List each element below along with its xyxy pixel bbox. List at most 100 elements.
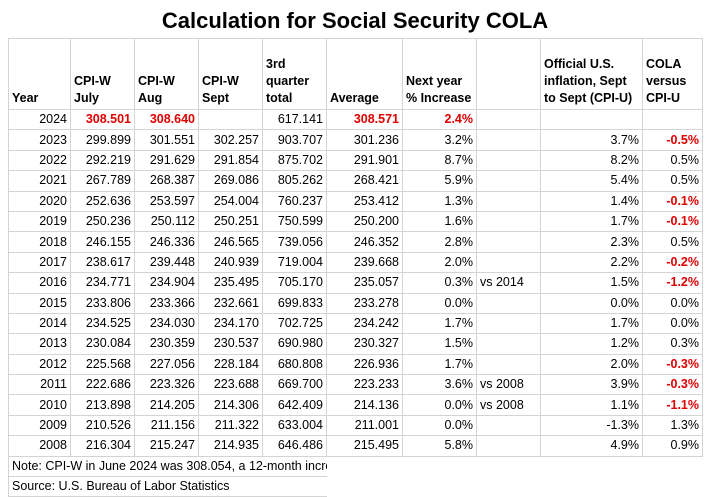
table-row: 2011 222.686 223.326 223.688 669.700 223.233 3… xyxy=(8,374,703,396)
table-cell: 253.597 xyxy=(134,190,199,212)
table-cell: 216.304 xyxy=(70,435,135,457)
table-cell xyxy=(476,129,541,151)
table-cell: 705.170 xyxy=(262,272,327,294)
table-cell: -0.3% xyxy=(642,353,703,376)
table-cell: 234.030 xyxy=(134,312,199,335)
table-cell: 2018 xyxy=(8,231,71,253)
table-cell: 214.136 xyxy=(326,394,403,416)
note-row: Note: CPI-W in June 2024 was 308.054, a … xyxy=(8,455,703,478)
table-row: 2008 216.304 215.247 214.935 646.486 215.495 5… xyxy=(8,435,703,457)
table-cell: 2024 xyxy=(8,108,71,131)
table-cell: 3.9% xyxy=(540,374,643,396)
table-cell: 669.700 xyxy=(262,374,327,396)
table-cell: 5.4% xyxy=(540,170,643,192)
column-header: Year xyxy=(8,38,71,110)
table-cell: 3.2% xyxy=(402,129,477,151)
table-cell: 2.0% xyxy=(540,353,643,376)
table-cell: 230.359 xyxy=(134,333,199,355)
table-cell: 2016 xyxy=(8,272,71,294)
table-cell: -0.3% xyxy=(642,374,703,396)
cola-table: Year CPI-W July CPI-W Aug CPI-W Sept 3rd qua… xyxy=(8,38,703,497)
table-cell: 2.3% xyxy=(540,231,643,253)
table-cell: 633.004 xyxy=(262,414,327,437)
table-row: 2019 250.236 250.112 250.251 750.599 250.200 1… xyxy=(8,210,703,233)
table-cell: vs 2014 xyxy=(476,272,541,294)
table-cell: 268.421 xyxy=(326,170,403,192)
table-cell: 228.184 xyxy=(198,353,263,376)
note: Source: U.S. Bureau of Labor Statistics xyxy=(8,476,327,497)
table-cell: 291.854 xyxy=(198,149,263,172)
table-cell: 291.629 xyxy=(134,149,199,172)
column-header: 3rd quarter total xyxy=(262,38,327,110)
table-cell: 250.200 xyxy=(326,210,403,233)
table-cell: 230.327 xyxy=(326,333,403,355)
table-cell: 246.352 xyxy=(326,231,403,253)
table-cell: 246.565 xyxy=(198,231,263,253)
table-cell: 234.904 xyxy=(134,272,199,294)
table-cell: -1.1% xyxy=(642,394,703,416)
table-cell: 250.236 xyxy=(70,210,135,233)
table-cell: 805.262 xyxy=(262,170,327,192)
table-cell: 0.0% xyxy=(642,292,703,314)
table-cell: 1.4% xyxy=(540,190,643,212)
table-cell xyxy=(476,435,541,457)
column-header: Average xyxy=(326,38,403,110)
table-cell xyxy=(476,333,541,355)
table-row: 2015 233.806 233.366 232.661 699.833 233.278 0… xyxy=(8,292,703,314)
table-cell: 211.001 xyxy=(326,414,403,437)
empty-cell xyxy=(327,456,703,476)
table-cell: 308.571 xyxy=(326,108,403,131)
empty-cell xyxy=(327,477,703,497)
table-cell xyxy=(476,414,541,437)
table-cell xyxy=(540,108,643,131)
table-cell xyxy=(476,108,541,131)
table-cell: 268.387 xyxy=(134,170,199,192)
table-cell: 0.0% xyxy=(642,312,703,335)
table-cell: 2017 xyxy=(8,251,71,274)
table-cell: 0.3% xyxy=(402,272,477,294)
table-cell: 699.833 xyxy=(262,292,327,314)
table-cell: 903.707 xyxy=(262,129,327,151)
table-cell: 2.2% xyxy=(540,251,643,274)
note: Note: CPI-W in June 2024 was 308.054, a … xyxy=(8,455,327,478)
table-body: 2024 308.501 308.640 617.141 308.571 2.4% 2023… xyxy=(8,108,703,497)
table-cell: 214.935 xyxy=(198,435,263,457)
column-header: Next year % Increase xyxy=(402,38,477,110)
table-cell: vs 2008 xyxy=(476,374,541,396)
table-cell: 739.056 xyxy=(262,231,327,253)
table-cell: 1.2% xyxy=(540,333,643,355)
table-cell: 240.939 xyxy=(198,251,263,274)
table-cell: 301.551 xyxy=(134,129,199,151)
table-cell: 291.901 xyxy=(326,149,403,172)
table-cell: 213.898 xyxy=(70,394,135,416)
table-cell: 239.668 xyxy=(326,251,403,274)
table-cell: 211.322 xyxy=(198,414,263,437)
table-cell: -0.5% xyxy=(642,129,703,151)
table-cell: 1.5% xyxy=(540,272,643,294)
table-cell: 225.568 xyxy=(70,353,135,376)
table-cell: 1.6% xyxy=(402,210,477,233)
table-row: 2022 292.219 291.629 291.854 875.702 291.901 8… xyxy=(8,149,703,172)
table-cell: 235.057 xyxy=(326,272,403,294)
table-cell: 250.251 xyxy=(198,210,263,233)
table-cell xyxy=(476,149,541,172)
table-cell: 642.409 xyxy=(262,394,327,416)
table-cell: 1.3% xyxy=(642,414,703,437)
table-cell: 233.366 xyxy=(134,292,199,314)
table-cell: 2.4% xyxy=(402,108,477,131)
table-cell: 211.156 xyxy=(134,414,199,437)
table-cell: 2013 xyxy=(8,333,71,355)
table-cell: 646.486 xyxy=(262,435,327,457)
table-cell: 308.501 xyxy=(70,108,135,131)
table-cell: 0.3% xyxy=(642,333,703,355)
table-row: 2020 252.636 253.597 254.004 760.237 253.412 1… xyxy=(8,190,703,212)
table-cell: 232.661 xyxy=(198,292,263,314)
table-cell: 2021 xyxy=(8,170,71,192)
table-cell xyxy=(476,170,541,192)
column-header: CPI-W Sept xyxy=(198,38,263,110)
table-cell xyxy=(476,292,541,314)
table-cell: 250.112 xyxy=(134,210,199,233)
table-cell: 5.8% xyxy=(402,435,477,457)
table-cell: 2010 xyxy=(8,394,71,416)
